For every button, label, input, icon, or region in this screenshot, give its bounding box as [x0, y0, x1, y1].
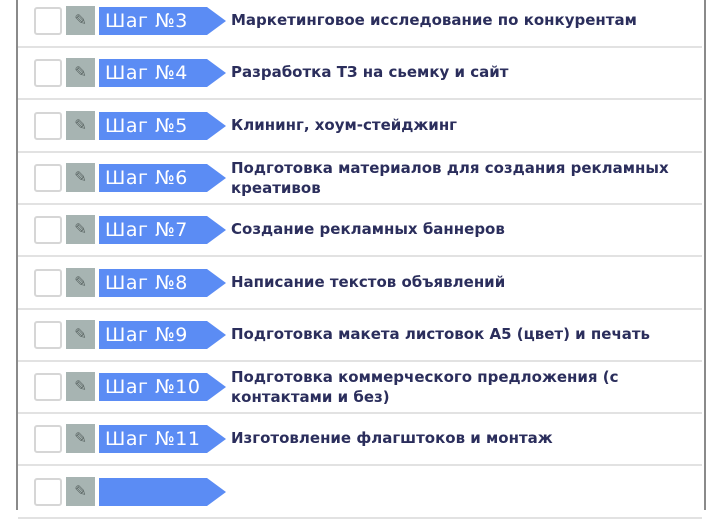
- step-badge: Шаг №6: [99, 163, 226, 192]
- step-checkbox[interactable]: [34, 268, 62, 297]
- step-badge: Шаг №3: [99, 7, 226, 35]
- step-row: ✎ Шаг №8 Написание текстов объявлений: [18, 258, 702, 310]
- step-badge: Шаг №9: [99, 320, 226, 349]
- step-title: Создание рекламных баннеров: [231, 220, 505, 239]
- step-row: ✎ Шаг №5 Клининг, хоум-стейджинг: [18, 101, 702, 153]
- pencil-icon[interactable]: ✎: [66, 476, 95, 506]
- pencil-icon[interactable]: ✎: [66, 6, 95, 35]
- step-row: ✎ Шаг №9 Подготовка макета листовок А5 (…: [18, 310, 702, 362]
- pencil-icon[interactable]: ✎: [66, 110, 95, 140]
- step-row: ✎ Шаг №4 Разработка ТЗ на сьемку и сайт: [18, 48, 702, 101]
- steps-list-frame: [16, 0, 706, 510]
- step-checkbox[interactable]: [34, 425, 62, 454]
- step-checkbox[interactable]: [34, 59, 62, 88]
- pencil-icon[interactable]: ✎: [66, 58, 95, 88]
- step-title: Написание текстов объявлений: [231, 272, 506, 291]
- step-row: ✎: [18, 467, 702, 519]
- step-row: ✎ Шаг №3 Маркетинговое исследование по к…: [18, 0, 702, 48]
- step-badge: [99, 477, 226, 506]
- step-row: ✎ Шаг №11 Изготовление флагштоков и монт…: [18, 414, 702, 467]
- step-badge: Шаг №8: [99, 268, 226, 297]
- step-checkbox[interactable]: [34, 111, 62, 140]
- step-title: Клининг, хоум-стейджинг: [231, 115, 458, 134]
- step-title: Маркетинговое исследование по конкурента…: [231, 11, 637, 29]
- step-title: Подготовка макета листовок А5 (цвет) и п…: [231, 324, 651, 343]
- step-row: ✎ Шаг №10 Подготовка коммерческого предл…: [18, 362, 702, 415]
- step-badge: Шаг №10: [99, 373, 226, 402]
- step-badge: Шаг №7: [99, 216, 226, 245]
- step-title: Изготовление флагштоков и монтаж: [231, 429, 553, 448]
- pencil-icon[interactable]: ✎: [66, 372, 95, 402]
- step-title: Подготовка материалов для создания рекла…: [231, 158, 669, 197]
- step-checkbox[interactable]: [34, 7, 62, 35]
- step-checkbox[interactable]: [34, 320, 62, 349]
- step-row: ✎ Шаг №7 Создание рекламных баннеров: [18, 205, 702, 258]
- step-title: Подготовка коммерческого предложения (с …: [231, 368, 619, 407]
- step-checkbox[interactable]: [34, 216, 62, 245]
- pencil-icon[interactable]: ✎: [66, 215, 95, 245]
- pencil-icon[interactable]: ✎: [66, 162, 95, 192]
- step-checkbox[interactable]: [34, 163, 62, 192]
- step-title: Разработка ТЗ на сьемку и сайт: [231, 63, 509, 82]
- step-checkbox[interactable]: [34, 373, 62, 402]
- pencil-icon[interactable]: ✎: [66, 424, 95, 454]
- step-checkbox[interactable]: [34, 477, 62, 506]
- pencil-icon[interactable]: ✎: [66, 267, 95, 297]
- pencil-icon[interactable]: ✎: [66, 319, 95, 349]
- step-badge: Шаг №11: [99, 425, 226, 454]
- step-badge: Шаг №4: [99, 59, 226, 88]
- step-row: ✎ Шаг №6 Подготовка материалов для созда…: [18, 153, 702, 205]
- step-badge: Шаг №5: [99, 111, 226, 140]
